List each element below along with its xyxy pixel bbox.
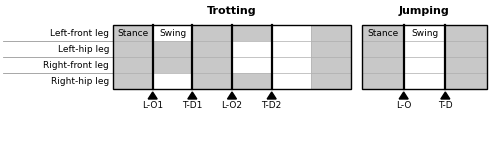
Polygon shape <box>441 92 450 99</box>
Text: Swing: Swing <box>159 29 186 38</box>
Bar <box>362 25 487 89</box>
Bar <box>152 57 192 73</box>
Bar <box>192 41 232 57</box>
Text: T-D1: T-D1 <box>182 101 203 110</box>
Text: T-D: T-D <box>438 101 452 110</box>
Polygon shape <box>267 92 276 99</box>
Bar <box>113 57 152 73</box>
Polygon shape <box>399 92 408 99</box>
Bar <box>192 73 232 89</box>
Text: Swing: Swing <box>411 29 438 38</box>
Bar <box>312 25 351 41</box>
Polygon shape <box>188 92 197 99</box>
Text: Trotting: Trotting <box>207 6 257 16</box>
Bar <box>192 57 232 73</box>
Bar <box>404 57 446 73</box>
Bar <box>362 41 404 57</box>
Bar <box>232 25 272 41</box>
Text: L-O2: L-O2 <box>222 101 242 110</box>
Bar <box>404 41 446 57</box>
Polygon shape <box>148 92 157 99</box>
Bar <box>312 73 351 89</box>
Text: T-D2: T-D2 <box>262 101 282 110</box>
Bar <box>272 73 312 89</box>
Bar <box>113 25 351 89</box>
Bar <box>232 73 272 89</box>
Bar <box>404 25 446 41</box>
Text: L-O: L-O <box>396 101 411 110</box>
Polygon shape <box>228 92 236 99</box>
Bar <box>232 41 272 57</box>
Text: Jumping: Jumping <box>399 6 450 16</box>
Bar <box>152 25 192 41</box>
Bar <box>232 57 272 73</box>
Bar <box>446 57 487 73</box>
Bar <box>113 41 152 57</box>
Text: Stance: Stance <box>117 29 148 38</box>
Bar <box>192 25 232 41</box>
Bar <box>312 57 351 73</box>
Bar <box>152 73 192 89</box>
Text: Stance: Stance <box>367 29 398 38</box>
Text: L-O1: L-O1 <box>142 101 163 110</box>
Text: Left-front leg: Left-front leg <box>50 29 109 38</box>
Bar <box>362 57 404 73</box>
Bar <box>312 41 351 57</box>
Bar <box>113 73 152 89</box>
Bar <box>362 25 404 41</box>
Bar <box>152 41 192 57</box>
Text: Right-front leg: Right-front leg <box>44 60 109 69</box>
Text: Left-hip leg: Left-hip leg <box>58 44 109 53</box>
Bar <box>446 41 487 57</box>
Bar <box>113 25 152 41</box>
Bar <box>404 73 446 89</box>
Bar <box>272 25 312 41</box>
Bar <box>446 25 487 41</box>
Bar <box>446 73 487 89</box>
Text: Right-hip leg: Right-hip leg <box>51 77 109 86</box>
Bar <box>272 41 312 57</box>
Bar <box>272 57 312 73</box>
Bar <box>362 73 404 89</box>
